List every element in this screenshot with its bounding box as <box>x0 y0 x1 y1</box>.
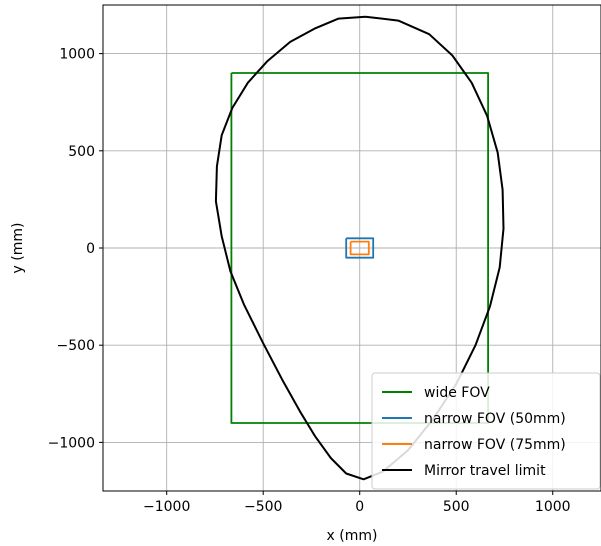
series-narrow-fov-75mm <box>349 240 370 256</box>
x-tick-label: 1000 <box>535 499 571 515</box>
legend-label: narrow FOV (50mm) <box>424 411 566 427</box>
x-tick-label: 500 <box>443 499 470 515</box>
legend: wide FOV narrow FOV (50mm) narrow FOV (75m… <box>371 372 601 490</box>
x-axis-label: x (mm) <box>327 528 378 544</box>
y-tick-label: −1000 <box>48 435 95 451</box>
legend-label: wide FOV <box>424 385 490 401</box>
x-tick-label: 0 <box>355 499 364 515</box>
series-narrow-fov-50mm <box>345 237 375 259</box>
legend-box <box>371 372 601 490</box>
series-mirror-travel-limit <box>214 15 505 481</box>
legend-label: narrow FOV (75mm) <box>424 437 566 453</box>
x-tick-label: −500 <box>244 499 282 515</box>
y-tick-label: −500 <box>57 338 95 354</box>
y-tick-label: 0 <box>86 241 95 257</box>
y-axis-label: y (mm) <box>10 223 26 274</box>
x-tick-label: −1000 <box>143 499 190 515</box>
legend-label: Mirror travel limit <box>424 463 546 479</box>
axis-ticks: −1000 −500 0 500 1000 −1000 −500 0 500 1000 <box>48 47 571 515</box>
y-tick-label: 1000 <box>59 47 95 63</box>
grid <box>103 5 601 491</box>
y-tick-label: 500 <box>68 144 95 160</box>
